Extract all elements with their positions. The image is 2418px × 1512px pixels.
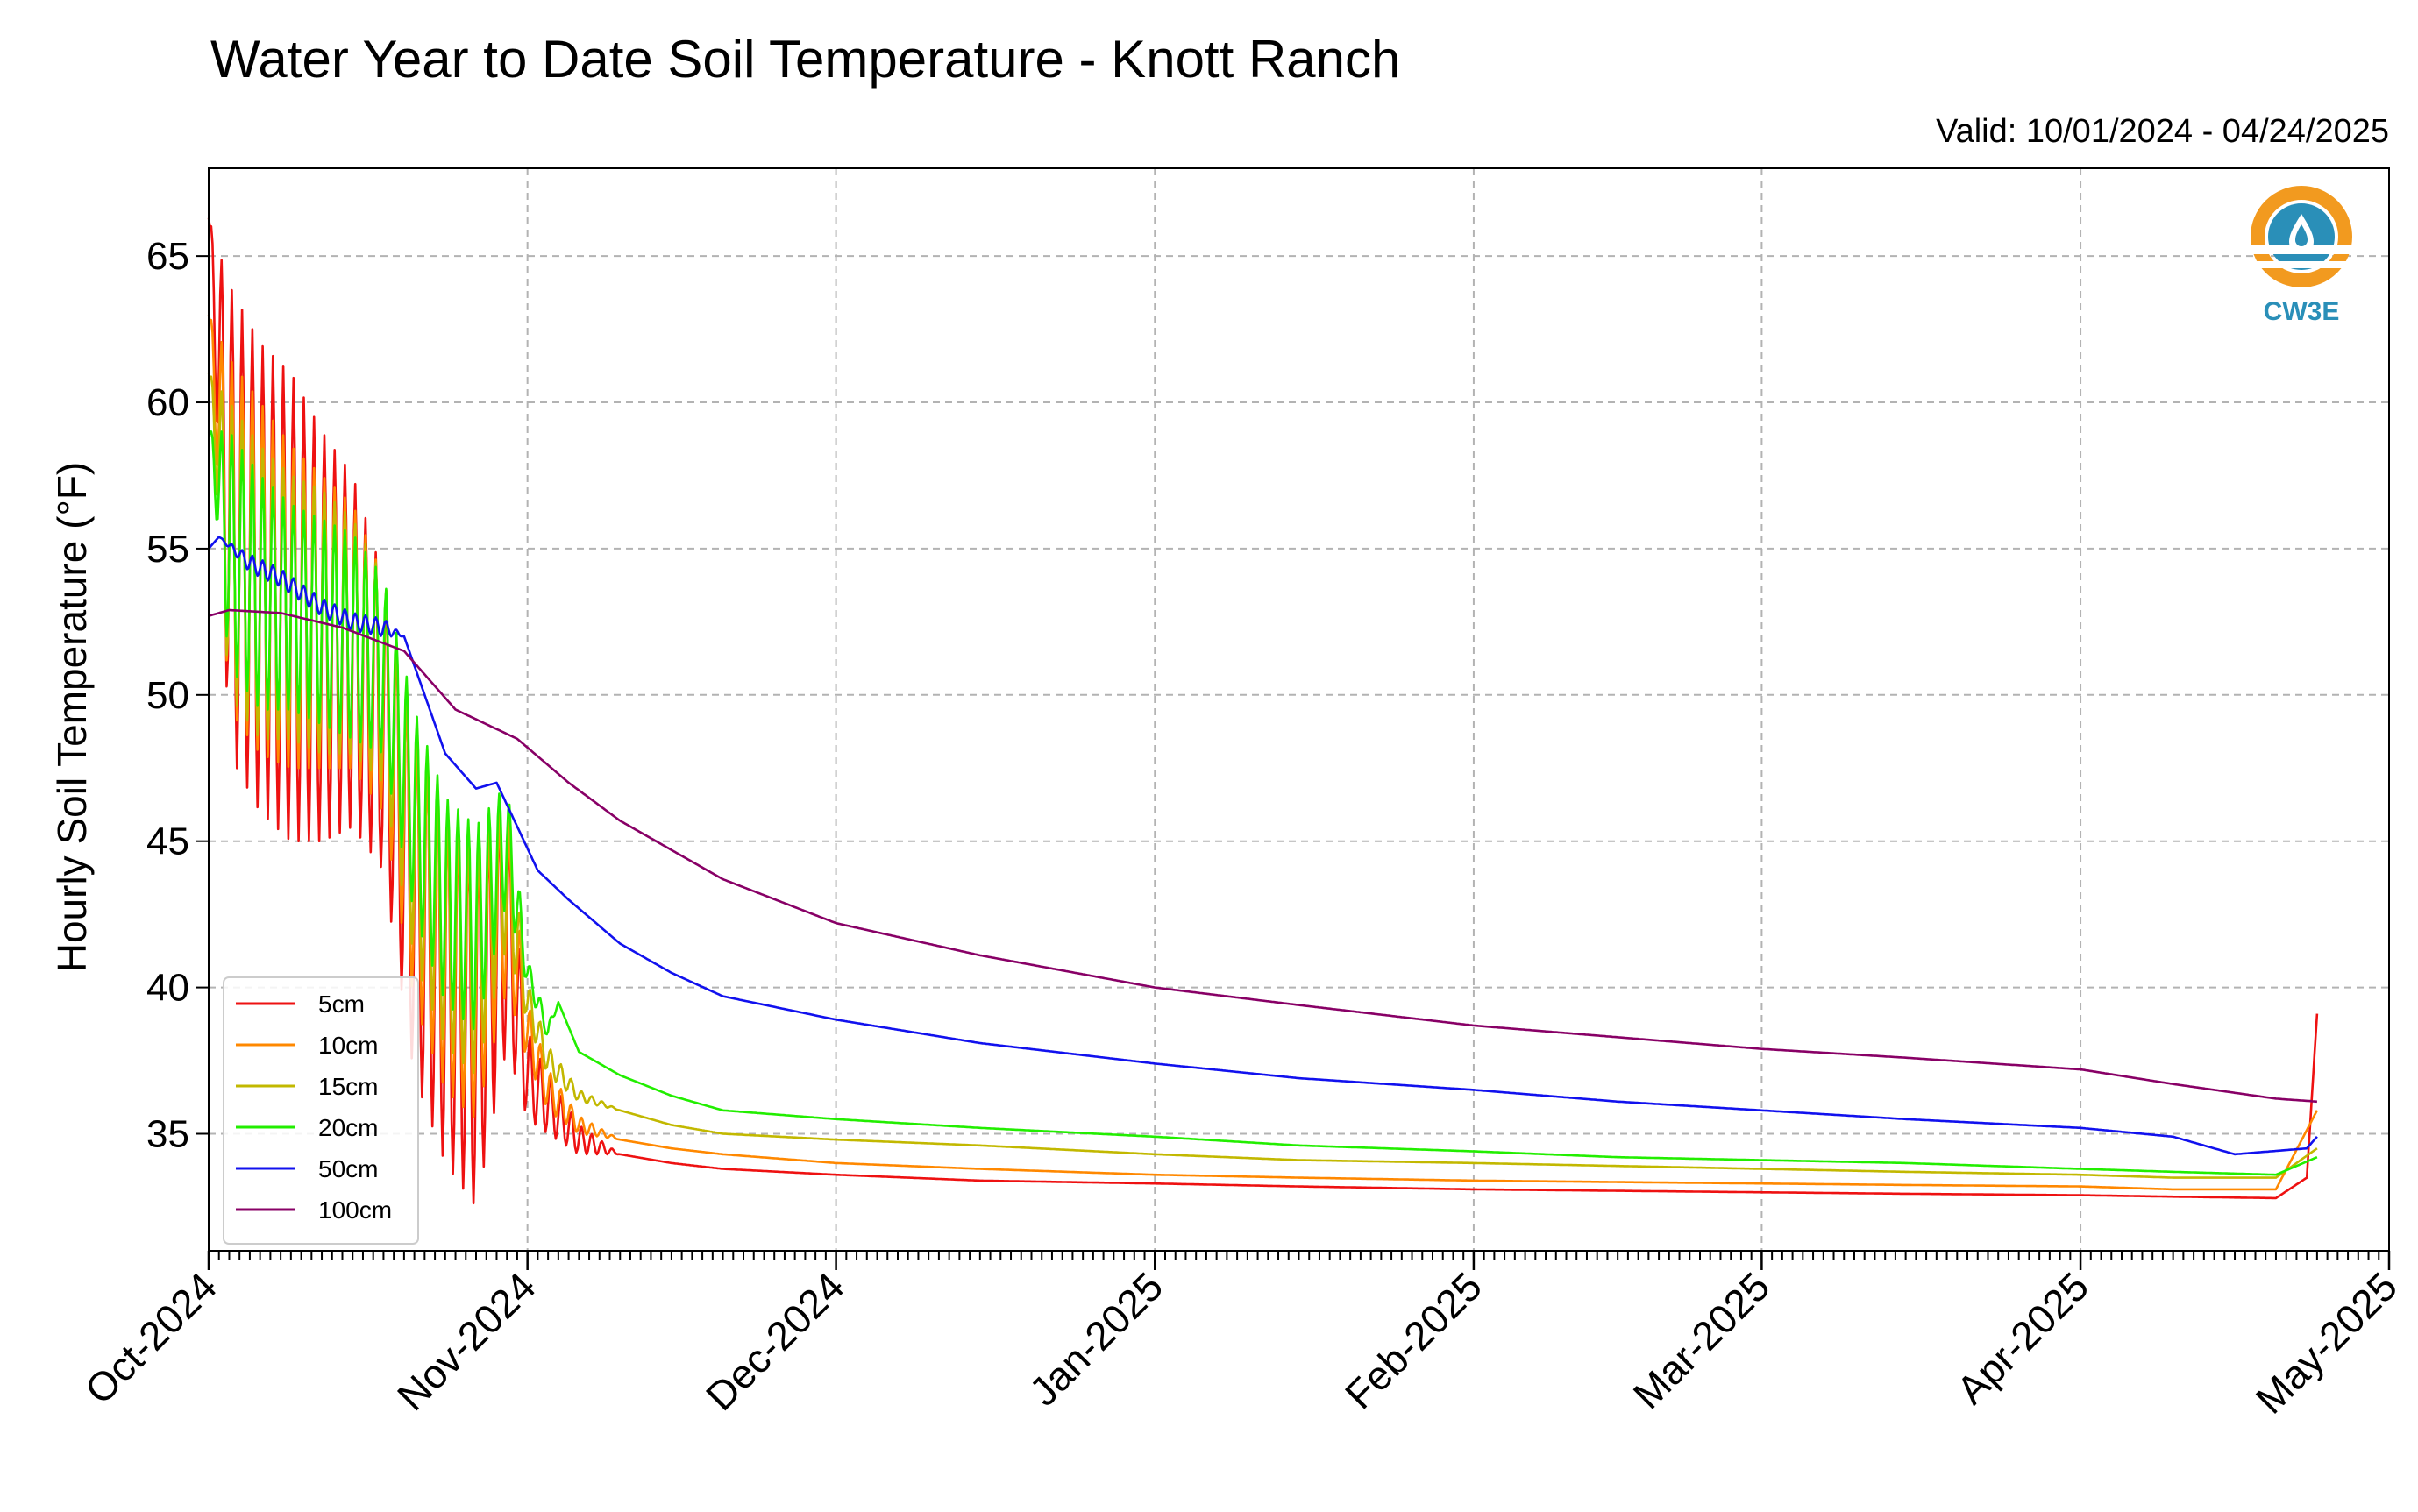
x-tick-label: Nov-2024	[388, 1263, 544, 1419]
x-tick-label: Apr-2025	[1948, 1263, 2098, 1413]
x-tick-label: May-2025	[2247, 1263, 2406, 1422]
plot-frame	[208, 167, 2390, 1252]
legend-label: 50cm	[318, 1155, 378, 1182]
series-line-50cm	[208, 536, 2318, 1156]
x-tick-label: Mar-2025	[1624, 1263, 1778, 1417]
series-line-20cm	[207, 430, 2318, 1176]
series-line-15cm	[207, 373, 2318, 1179]
cw3e-logo: CW3E	[2249, 186, 2354, 326]
series-lines	[207, 217, 2319, 1205]
y-tick-label: 35	[146, 1112, 189, 1155]
y-tick-label: 40	[146, 967, 189, 1010]
legend-label: 100cm	[318, 1196, 392, 1224]
series-line-10cm	[207, 314, 2319, 1191]
legend-label: 20cm	[318, 1114, 378, 1141]
x-tick-label: Oct-2024	[76, 1263, 226, 1413]
x-tick-label: Feb-2025	[1336, 1263, 1490, 1417]
logo-drop-inner-icon	[2295, 224, 2308, 246]
y-tick-label: 50	[146, 674, 189, 717]
x-tick-label: Dec-2024	[697, 1263, 853, 1419]
y-axis-label: Hourly Soil Temperature (°F)	[49, 462, 95, 973]
legend-label: 15cm	[318, 1073, 378, 1100]
series-line-100cm	[208, 608, 2317, 1104]
series-line-5cm	[207, 217, 2319, 1205]
logo-text: CW3E	[2264, 297, 2340, 326]
grid-lines	[208, 168, 2390, 1251]
x-tick-label: Jan-2025	[1021, 1263, 1171, 1414]
y-tick-label: 60	[146, 381, 189, 424]
chart-title: Water Year to Date Soil Temperature - Kn…	[210, 30, 1400, 89]
y-tick-label: 65	[146, 235, 189, 278]
logo-ring-icon	[2251, 186, 2352, 287]
legend-label: 10cm	[318, 1032, 378, 1059]
legend-label: 5cm	[318, 990, 365, 1018]
y-tick-label: 45	[146, 820, 189, 863]
y-tick-label: 55	[146, 528, 189, 571]
logo-wave-icon	[2249, 261, 2354, 268]
legend: 5cm 10cm 15cm 20cm 50cm 100cm	[223, 976, 419, 1245]
chart-subtitle: Valid: 10/01/2024 - 04/24/2025	[1936, 113, 2389, 150]
